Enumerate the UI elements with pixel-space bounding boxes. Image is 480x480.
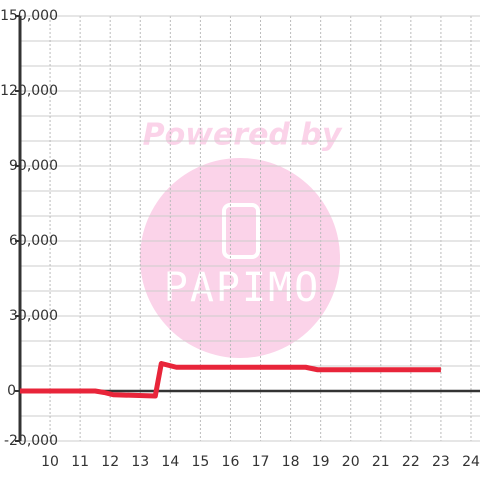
x-tick-label: 17: [252, 454, 270, 470]
x-tick-label: 16: [222, 454, 240, 470]
x-tick-label: 13: [131, 454, 149, 470]
y-tick-label: 30,000: [9, 308, 58, 324]
data-line: [20, 361, 441, 399]
y-tick-label: 60,000: [9, 233, 58, 249]
watermark-brand: PAPIMO: [164, 265, 321, 311]
x-tick-label: 22: [402, 454, 420, 470]
y-tick-label: 0: [7, 383, 16, 399]
x-tick-label: 18: [282, 454, 300, 470]
x-tick-label: 20: [342, 454, 360, 470]
x-tick-label: 14: [161, 454, 179, 470]
x-tick-label: 12: [101, 454, 119, 470]
y-tick-label: 90,000: [9, 158, 58, 174]
y-tick-label: 150,000: [0, 8, 58, 24]
x-tick-label: 23: [432, 454, 450, 470]
y-tick-label: -20,000: [4, 433, 58, 449]
x-tick-label: 19: [312, 454, 330, 470]
x-tick-label: 10: [41, 454, 59, 470]
x-tick-label: 15: [191, 454, 209, 470]
watermark-text: Powered by: [143, 118, 343, 153]
x-tick-label: 11: [71, 454, 89, 470]
watermark-phone: [222, 203, 260, 259]
x-tick-label: 24: [462, 454, 480, 470]
y-tick-label: 120,000: [0, 83, 58, 99]
x-tick-label: 21: [372, 454, 390, 470]
